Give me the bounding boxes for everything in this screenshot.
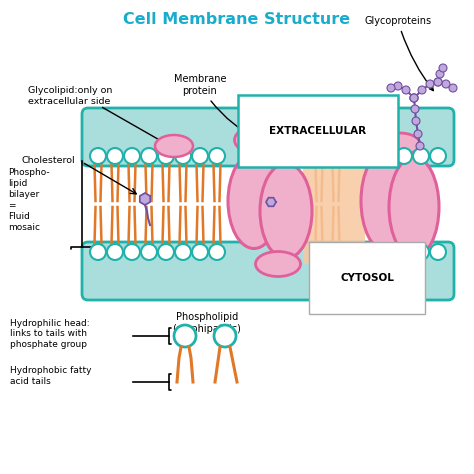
Circle shape <box>141 244 157 260</box>
Circle shape <box>328 244 344 260</box>
Circle shape <box>124 148 140 164</box>
FancyBboxPatch shape <box>82 242 454 300</box>
Circle shape <box>410 94 418 102</box>
Circle shape <box>175 148 191 164</box>
Ellipse shape <box>228 154 280 248</box>
Circle shape <box>436 70 444 78</box>
Circle shape <box>158 244 174 260</box>
Circle shape <box>362 244 378 260</box>
Circle shape <box>430 148 446 164</box>
Circle shape <box>158 148 174 164</box>
Circle shape <box>345 148 361 164</box>
Ellipse shape <box>380 133 420 155</box>
Ellipse shape <box>155 135 193 157</box>
Text: Cell Membrane Structure: Cell Membrane Structure <box>123 12 351 27</box>
Circle shape <box>379 244 395 260</box>
Circle shape <box>410 94 418 102</box>
Circle shape <box>418 86 426 94</box>
Circle shape <box>411 105 419 113</box>
Circle shape <box>174 325 196 347</box>
Circle shape <box>107 244 123 260</box>
Circle shape <box>192 148 208 164</box>
FancyBboxPatch shape <box>303 144 365 264</box>
Circle shape <box>214 325 236 347</box>
Text: CYTOSOL: CYTOSOL <box>340 273 394 283</box>
Text: Phospho-
lipid
bilayer
=
Fluid
mosaic: Phospho- lipid bilayer = Fluid mosaic <box>8 168 50 232</box>
Circle shape <box>328 148 344 164</box>
Circle shape <box>209 148 225 164</box>
Circle shape <box>345 244 361 260</box>
Circle shape <box>90 148 106 164</box>
Text: Phospholipid
(amphipathic): Phospholipid (amphipathic) <box>173 312 241 334</box>
Circle shape <box>414 130 422 138</box>
Circle shape <box>442 80 450 88</box>
Circle shape <box>124 244 140 260</box>
Ellipse shape <box>235 125 290 155</box>
Circle shape <box>413 148 429 164</box>
Circle shape <box>430 244 446 260</box>
Circle shape <box>192 244 208 260</box>
Text: Glycolipid:only on
extracellular side: Glycolipid:only on extracellular side <box>28 86 112 106</box>
Circle shape <box>90 244 106 260</box>
Ellipse shape <box>255 252 301 276</box>
Circle shape <box>434 78 442 86</box>
Circle shape <box>175 244 191 260</box>
Circle shape <box>449 84 457 92</box>
Polygon shape <box>140 193 150 205</box>
Text: Hydrophobic fatty
acid tails: Hydrophobic fatty acid tails <box>10 366 91 386</box>
Text: Cholesterol: Cholesterol <box>22 155 76 164</box>
Circle shape <box>311 148 327 164</box>
Text: Membrane
protein: Membrane protein <box>174 74 259 140</box>
Circle shape <box>413 244 429 260</box>
Circle shape <box>412 117 420 125</box>
Ellipse shape <box>361 151 411 251</box>
Circle shape <box>439 64 447 72</box>
Ellipse shape <box>260 164 312 258</box>
Circle shape <box>362 148 378 164</box>
Circle shape <box>402 86 410 94</box>
Circle shape <box>410 94 418 102</box>
Circle shape <box>434 78 442 86</box>
Circle shape <box>209 244 225 260</box>
Circle shape <box>396 244 412 260</box>
Circle shape <box>416 142 424 150</box>
Circle shape <box>426 80 434 88</box>
Circle shape <box>387 84 395 92</box>
Circle shape <box>396 148 412 164</box>
Circle shape <box>379 148 395 164</box>
Circle shape <box>107 148 123 164</box>
Polygon shape <box>266 198 276 206</box>
Circle shape <box>141 148 157 164</box>
Text: Glycoproteins: Glycoproteins <box>365 16 433 91</box>
Circle shape <box>394 82 402 90</box>
Ellipse shape <box>389 157 439 257</box>
Text: Hydrophilic head:
links to tails with
phosphate group: Hydrophilic head: links to tails with ph… <box>10 319 90 349</box>
FancyBboxPatch shape <box>82 108 454 166</box>
Text: EXTRACELLULAR: EXTRACELLULAR <box>269 126 366 136</box>
Circle shape <box>311 244 327 260</box>
